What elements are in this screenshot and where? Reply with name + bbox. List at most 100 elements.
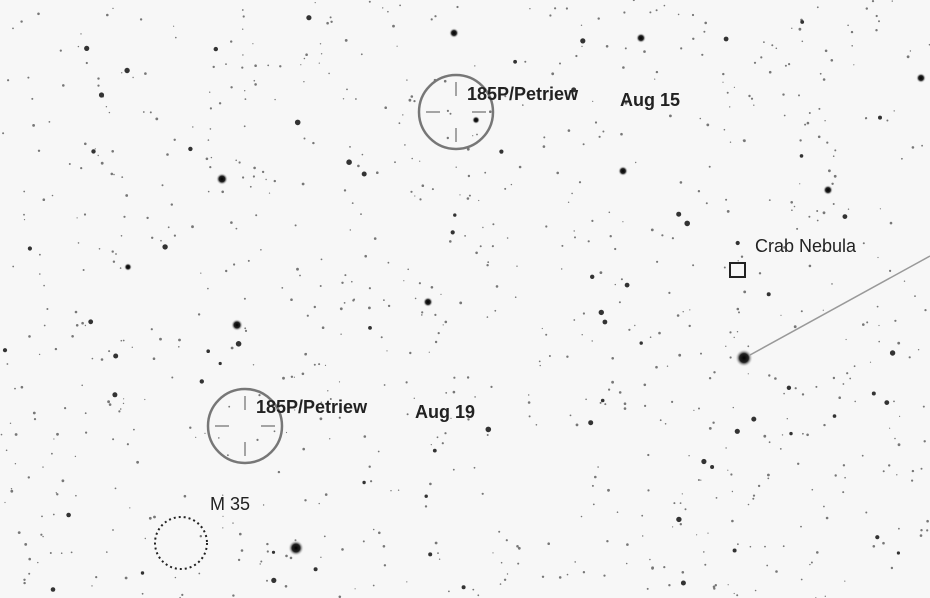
star	[656, 261, 658, 263]
star	[447, 110, 449, 112]
star	[644, 405, 646, 407]
star	[305, 53, 308, 56]
star	[610, 235, 612, 237]
star	[794, 325, 797, 328]
star	[15, 433, 18, 436]
star	[467, 197, 470, 200]
star	[735, 349, 753, 367]
star	[34, 418, 36, 420]
star	[409, 352, 411, 354]
star	[56, 493, 58, 495]
star	[442, 442, 444, 444]
star	[709, 377, 711, 379]
star	[413, 100, 415, 102]
star	[398, 490, 399, 491]
star	[210, 107, 212, 109]
star	[132, 347, 133, 348]
star	[321, 259, 323, 261]
star	[40, 534, 42, 536]
star	[425, 495, 428, 498]
star	[518, 547, 521, 550]
star	[388, 262, 390, 264]
star	[235, 160, 237, 162]
star	[232, 594, 234, 596]
star	[727, 92, 729, 94]
star	[899, 416, 900, 417]
star	[522, 104, 524, 106]
star	[886, 120, 888, 122]
star	[755, 590, 757, 592]
star	[304, 58, 306, 60]
star	[453, 377, 455, 379]
star	[344, 274, 346, 276]
star	[404, 144, 406, 146]
star	[878, 341, 880, 343]
star	[540, 365, 541, 366]
star	[802, 41, 804, 43]
star	[574, 236, 576, 238]
star	[383, 545, 386, 548]
star	[787, 386, 791, 390]
star	[716, 497, 718, 499]
star	[599, 310, 604, 315]
star	[451, 230, 455, 234]
star	[566, 356, 568, 358]
star	[682, 571, 685, 574]
star	[168, 226, 170, 228]
star	[368, 307, 371, 310]
star	[406, 79, 407, 80]
star	[826, 517, 829, 520]
star	[828, 169, 831, 172]
star	[628, 329, 630, 331]
star	[274, 430, 276, 432]
star	[469, 195, 471, 197]
star	[763, 435, 766, 438]
star	[467, 376, 469, 378]
star	[554, 7, 556, 9]
star	[725, 199, 727, 201]
star	[43, 285, 45, 287]
star	[373, 585, 375, 587]
star	[444, 432, 446, 434]
star	[219, 362, 222, 365]
star	[88, 319, 93, 324]
star	[872, 392, 876, 396]
star	[649, 559, 651, 561]
star	[769, 441, 771, 443]
star	[636, 33, 646, 43]
star	[918, 349, 919, 350]
star	[355, 98, 357, 100]
star	[344, 302, 346, 304]
star	[106, 106, 107, 107]
star	[295, 120, 301, 126]
star	[121, 176, 123, 178]
star	[912, 470, 914, 472]
star	[921, 468, 923, 470]
star	[539, 361, 541, 363]
star	[216, 173, 228, 185]
star	[236, 228, 238, 230]
star	[846, 339, 847, 340]
star	[680, 47, 682, 49]
star	[353, 299, 355, 301]
star	[665, 423, 667, 425]
star	[603, 320, 608, 325]
star	[453, 391, 456, 394]
star	[654, 79, 655, 80]
star	[622, 221, 623, 222]
star	[528, 394, 529, 395]
star	[567, 574, 569, 576]
star	[357, 165, 360, 168]
star	[269, 193, 270, 194]
star	[236, 341, 242, 347]
star	[774, 377, 777, 380]
star	[501, 562, 503, 564]
star	[487, 316, 489, 318]
star	[374, 237, 377, 240]
star	[559, 576, 562, 579]
star	[799, 139, 801, 141]
star	[245, 330, 247, 332]
star	[294, 377, 295, 378]
star	[432, 188, 434, 190]
star	[459, 302, 462, 305]
